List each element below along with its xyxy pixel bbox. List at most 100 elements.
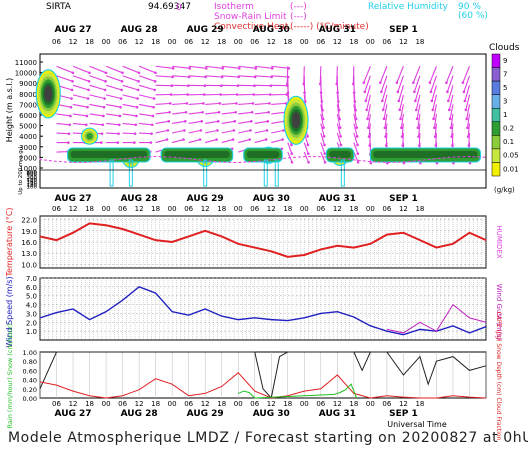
wind-arrow xyxy=(434,123,437,137)
wind-arrow-head xyxy=(186,93,189,96)
wind-arrow xyxy=(402,132,404,146)
wind-arrow-head xyxy=(397,99,401,103)
wind-arrow xyxy=(379,66,388,83)
wind-arrow-head xyxy=(416,126,420,130)
wind-arrow-head xyxy=(219,93,222,96)
hour-label: 06 xyxy=(118,38,127,46)
wind-arrow-head xyxy=(367,135,371,138)
wind-arrow xyxy=(106,132,119,135)
wind-arrow xyxy=(221,102,237,105)
wind-arrow-head xyxy=(232,129,236,132)
day-label: AUG 29 xyxy=(187,194,224,204)
wind-arrow xyxy=(254,120,268,125)
wind-arrow-head xyxy=(356,143,359,147)
wind-arrow xyxy=(205,120,219,125)
precip-tick-label: 0.20 xyxy=(23,386,37,394)
wind-arrow xyxy=(89,122,103,126)
colorbar-tick: 0.2 xyxy=(503,125,514,133)
wind-arrow-head xyxy=(165,138,169,141)
wind-arrow xyxy=(56,113,71,117)
wind-arrow-head xyxy=(84,123,88,127)
wind-arrow-head xyxy=(447,99,450,103)
colorbar-cell xyxy=(491,67,501,82)
hour-label: 00 xyxy=(102,205,111,213)
wind-arrow xyxy=(105,113,120,117)
wind-arrow-head xyxy=(363,90,367,94)
wind-arrow xyxy=(320,123,325,137)
height-axis-label: Height (m a.s.l.) xyxy=(5,78,14,143)
wind-tick-label: 5.0 xyxy=(26,293,37,301)
wind-arrow xyxy=(369,132,371,146)
wind-arrow-head xyxy=(235,93,239,96)
hour-label: 00 xyxy=(300,400,309,408)
hour-label: 00 xyxy=(168,400,177,408)
wind-arrow xyxy=(238,111,253,115)
low-cloud-core xyxy=(164,151,230,158)
wind-arrow xyxy=(416,104,421,119)
wind-arrow-head xyxy=(323,152,327,155)
wind-arrow-head xyxy=(69,105,73,109)
wind-arrow xyxy=(122,84,139,91)
wind-arrow xyxy=(89,113,104,117)
wind-arrow-head xyxy=(102,105,106,109)
wind-arrow xyxy=(336,132,342,146)
hour-label: 12 xyxy=(399,38,408,46)
wind-arrow xyxy=(105,103,121,108)
wind-arrow xyxy=(205,139,217,144)
wind-arrow xyxy=(271,120,285,125)
wind-arrow-head xyxy=(70,88,74,92)
colorbar-cell xyxy=(491,53,501,68)
temperature-tick-label: 16.0 xyxy=(21,239,37,247)
wind-arrow xyxy=(172,120,186,125)
wind-arrow-head xyxy=(166,129,170,132)
rh-streak xyxy=(203,159,208,187)
wind-arrow-head xyxy=(306,152,310,155)
hour-label: 00 xyxy=(234,205,243,213)
wind-arrow xyxy=(205,129,218,134)
wind-arrow xyxy=(238,102,253,105)
colorbar-tick: 9 xyxy=(503,57,507,65)
wind-arrow-head xyxy=(380,90,383,94)
height-tick-label: 2000 xyxy=(19,154,37,162)
cloud-core xyxy=(44,85,53,102)
wind-arrow-head xyxy=(351,82,355,86)
wind-arrow xyxy=(172,129,185,134)
wind-arrow xyxy=(238,129,251,134)
wind-arrow xyxy=(397,75,404,92)
wind-arrow xyxy=(271,65,289,69)
hour-label: 12 xyxy=(201,400,210,408)
wind-arrow-head xyxy=(135,105,139,109)
wind-arrow xyxy=(89,84,106,91)
hour-label: 06 xyxy=(52,38,61,46)
wind-arrow-head xyxy=(400,135,404,138)
wind-arrow xyxy=(254,139,267,144)
wind-arrow-head xyxy=(398,108,402,112)
wind-arrow-head xyxy=(417,144,421,147)
wind-arrow-head xyxy=(323,161,327,164)
wind-arrow-head xyxy=(150,132,153,135)
wind-arrow xyxy=(188,102,204,105)
wind-arrow xyxy=(353,142,359,154)
temperature-line xyxy=(39,222,487,258)
hour-label: 12 xyxy=(69,400,78,408)
wind-arrow xyxy=(238,75,256,78)
wind-arrow xyxy=(446,75,454,92)
precip-tick-label: 0.00 xyxy=(23,395,37,403)
height-tick-label: 9000 xyxy=(19,80,37,88)
wind-arrow-head xyxy=(365,108,369,112)
wind-arrow xyxy=(271,129,284,134)
wind-arrow xyxy=(105,75,123,82)
wind-arrow-head xyxy=(431,108,435,112)
wind-arrow-head xyxy=(116,141,120,144)
wind-arrow xyxy=(429,66,437,83)
wind-arrow xyxy=(450,113,454,128)
wind-arrow-head xyxy=(234,111,237,114)
cloud-core xyxy=(86,133,93,140)
wind-arrow xyxy=(271,102,286,105)
wind-arrow-head xyxy=(68,123,72,127)
wind-arrow xyxy=(56,75,73,82)
wind-arrow-head xyxy=(355,135,359,138)
wind-arrow xyxy=(221,120,235,125)
wind-arrow-head xyxy=(167,120,171,123)
colorbar-cell xyxy=(491,135,501,150)
